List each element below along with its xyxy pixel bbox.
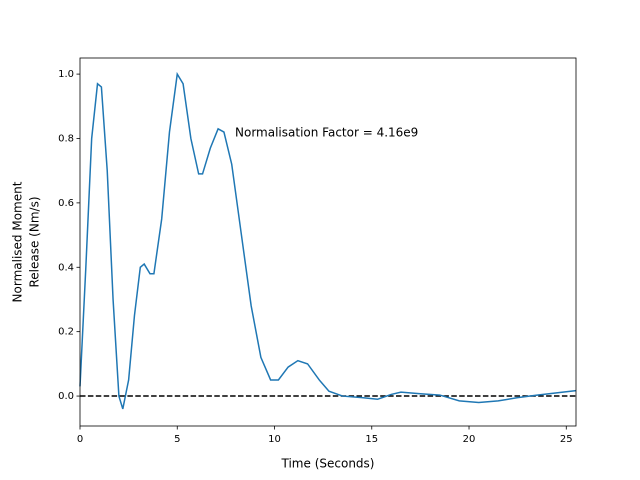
plot-frame: [79, 57, 577, 427]
line-series: [79, 71, 577, 410]
x-tick-label: 0: [77, 434, 83, 445]
y-tick-label: 0.2: [58, 327, 74, 338]
x-tick-label: 5: [174, 434, 180, 445]
y-axis-label: Normalised Moment: [11, 181, 25, 302]
y-tick-label: 0.8: [58, 133, 74, 144]
x-tick-label: 10: [268, 434, 281, 445]
x-tick-label: 25: [560, 434, 573, 445]
y-tick-label: 0.6: [58, 198, 74, 209]
y-axis-label: Release (Nm/s): [28, 196, 42, 287]
x-axis-label: Time (Seconds): [281, 457, 375, 471]
x-tick-label: 20: [463, 434, 476, 445]
y-tick-label: 0.0: [58, 391, 74, 402]
y-tick-label: 1.0: [58, 69, 74, 80]
y-tick-label: 0.4: [58, 262, 74, 273]
annotation: Normalisation Factor = 4.16e9: [235, 126, 418, 140]
x-tick-label: 15: [365, 434, 378, 445]
